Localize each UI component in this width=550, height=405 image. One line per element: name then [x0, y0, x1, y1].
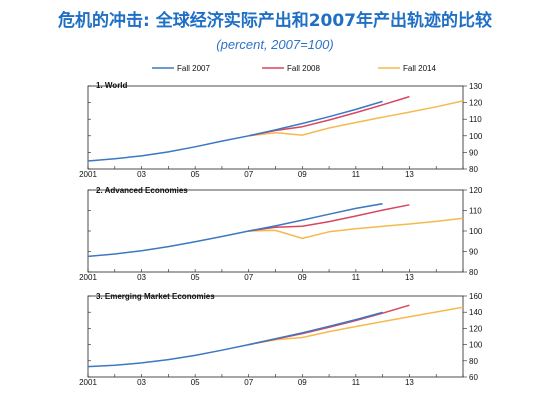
panel-3-series-fall-2014: [248, 306, 464, 346]
panel-3-y-tick-label-2: 80: [469, 357, 478, 366]
panel-3-x-tick-label-3: 05: [191, 378, 200, 387]
panel-2-series-fall-2007: [87, 202, 383, 258]
panel-3-y-tick-label-6: 160: [469, 292, 483, 301]
panel-1-y-tick-label-3: 100: [469, 132, 483, 141]
panel-3-series-fall-2007: [87, 311, 383, 368]
panel-2-y-tick-label-4: 110: [469, 207, 482, 216]
panel-2-x-tick-label-7: 13: [405, 273, 414, 282]
panel-2-x-tick-label-6: 11: [352, 273, 361, 282]
panel-3-y-tick-label-4: 120: [469, 324, 483, 333]
panel-1-series-fall-2007: [87, 100, 383, 162]
panel-1-y-tick-label-5: 120: [469, 99, 483, 108]
panel-1-x-tick-label-4: 07: [244, 170, 253, 179]
panel-1-series-fall-2014: [248, 100, 464, 137]
chart-subtitle: (percent, 2007=100): [216, 37, 334, 52]
panel-2-x-tick-label-1: 2001: [79, 273, 97, 282]
panel-1-y-tick-label-4: 110: [469, 115, 482, 124]
panel-3-x-tick-label-6: 11: [352, 378, 361, 387]
panel-2-y-tick-label-3: 100: [469, 227, 483, 236]
panel-2-x-tick-label-5: 09: [298, 273, 307, 282]
panel-2-x-tick-label-3: 05: [191, 273, 200, 282]
chart-title: 危机的冲击: 全球经济实际产出和2007年产出轨迹的比较: [57, 11, 493, 31]
panel-2-x-tick-label-2: 03: [137, 273, 146, 282]
legend-label-2: Fall 2008: [287, 64, 320, 73]
panel-1-y-tick-label-6: 130: [469, 82, 483, 91]
panel-1-x-tick-label-3: 05: [191, 170, 200, 179]
legend-label-3: Fall 2014: [403, 64, 436, 73]
panel-1-x-tick-label-1: 2001: [79, 170, 97, 179]
panel-1-y-tick-label-1: 80: [469, 165, 478, 174]
panel-2-y-tick-label-2: 90: [469, 248, 478, 257]
panel-3-x-tick-label-5: 09: [298, 378, 307, 387]
panel-3-frame: [87, 295, 464, 378]
panel-1-y-tick-label-2: 90: [469, 148, 478, 157]
panel-2-series-fall-2014: [248, 217, 464, 240]
panel-3-y-tick-label-3: 100: [469, 341, 483, 350]
panel-2-series-fall-2008: [248, 204, 410, 232]
legend-label-1: Fall 2007: [177, 64, 210, 73]
panel-3-x-tick-label-7: 13: [405, 378, 414, 387]
panel-3-title: 3. Emerging Market Economies: [96, 292, 215, 301]
panel-1-x-tick-label-7: 13: [405, 170, 414, 179]
panel-3-y-tick-label-5: 140: [469, 308, 483, 317]
panel-2-x-tick-label-4: 07: [244, 273, 253, 282]
panel-1-frame: [87, 85, 464, 170]
panel-3-x-tick-label-2: 03: [137, 378, 146, 387]
panel-2-title: 2. Advanced Economies: [96, 186, 188, 195]
panel-3-y-tick-label-1: 60: [469, 373, 478, 382]
panel-3-x-tick-label-4: 07: [244, 378, 253, 387]
panel-2-y-tick-label-1: 80: [469, 268, 478, 277]
panel-2-y-tick-label-5: 120: [469, 186, 483, 195]
panel-1-x-tick-label-2: 03: [137, 170, 146, 179]
panel-3-x-tick-label-1: 2001: [79, 378, 97, 387]
panel-1-x-tick-label-6: 11: [352, 170, 361, 179]
panel-1-x-tick-label-5: 09: [298, 170, 307, 179]
panel-1-title: 1. World: [96, 81, 128, 90]
